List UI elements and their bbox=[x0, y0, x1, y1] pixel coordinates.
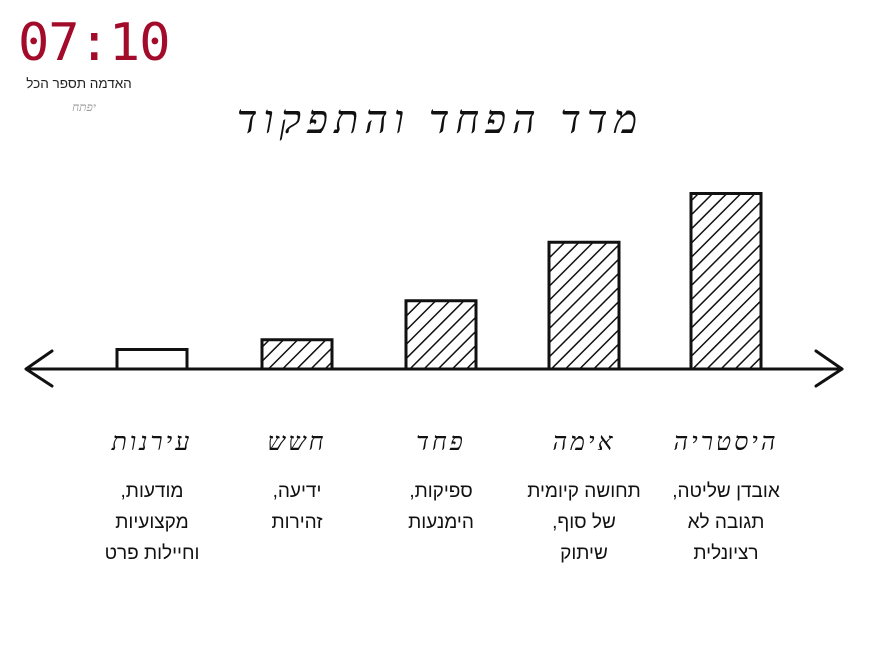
description-line: הימנעות bbox=[408, 512, 474, 533]
description-line: וחיילות פרט bbox=[104, 543, 200, 564]
axis-arrow-right bbox=[814, 349, 844, 388]
category-label: אימה bbox=[552, 427, 616, 456]
bar-4 bbox=[547, 240, 621, 371]
category-label: עירנות bbox=[111, 427, 193, 456]
category-description: ידיעה, זהירות bbox=[222, 476, 372, 538]
description-line: ספיקות, bbox=[409, 481, 473, 502]
description-line: אובדן שליטה, bbox=[672, 481, 780, 502]
category-description: ספיקות, הימנעות bbox=[366, 476, 516, 538]
bar-1 bbox=[115, 348, 189, 371]
description-line: ידיעה, bbox=[272, 481, 322, 502]
category-label: פחד bbox=[416, 427, 466, 456]
bar-2 bbox=[260, 338, 334, 371]
description-line: שיתוק bbox=[560, 543, 608, 564]
bar-5 bbox=[689, 192, 763, 371]
category-description: תחושה קיומית של סוף, שיתוק bbox=[509, 476, 659, 569]
description-line: זהירות bbox=[271, 512, 323, 533]
logo-tagline: האדמה תספר הכל bbox=[26, 76, 132, 91]
description-line: תחושה קיומית bbox=[527, 481, 641, 502]
chart-title: מדד הפחד והתפקוד bbox=[236, 97, 644, 143]
category-label: חשש bbox=[267, 427, 327, 456]
category-label: היסטריה bbox=[673, 427, 779, 456]
description-line: מודעות, bbox=[120, 481, 184, 502]
bar-3 bbox=[404, 299, 478, 371]
description-line: של סוף, bbox=[552, 512, 616, 533]
description-line: רציונלית bbox=[693, 543, 759, 564]
description-line: תגובה לא bbox=[687, 512, 765, 533]
description-line: מקצועיות bbox=[115, 512, 189, 533]
category-description: מודעות, מקצועיות וחיילות פרט bbox=[77, 476, 227, 569]
category-description: אובדן שליטה, תגובה לא רציונלית bbox=[651, 476, 801, 569]
axis-arrow-left bbox=[24, 349, 54, 388]
logo-signature: יפתח bbox=[72, 100, 96, 114]
